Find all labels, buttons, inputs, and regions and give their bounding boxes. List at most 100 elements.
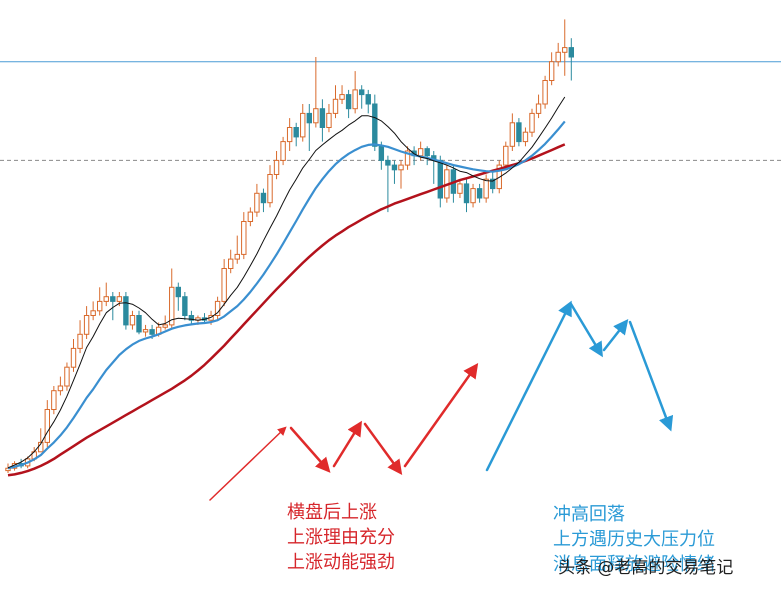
candle <box>431 151 437 184</box>
annotation-blue-line-3: 消息面释放避险情绪 <box>553 554 715 575</box>
candle-body <box>385 159 391 166</box>
candle <box>90 301 96 321</box>
candle-body <box>280 141 286 161</box>
candle-body <box>293 127 299 138</box>
price-levels <box>0 61 781 161</box>
candle <box>110 292 116 321</box>
candle <box>319 99 326 142</box>
candle <box>404 146 411 170</box>
candle-body <box>129 315 136 326</box>
candle <box>64 362 70 391</box>
candle-body <box>77 333 83 349</box>
candle <box>457 179 463 198</box>
candle <box>83 306 90 339</box>
annotation-red-line-2: 上涨理由充分 <box>287 527 395 548</box>
candle-body <box>247 211 254 223</box>
candle <box>345 89 352 119</box>
red-arrow-up-3 <box>403 362 479 468</box>
candle-body <box>359 89 365 96</box>
candle <box>201 313 208 323</box>
candle <box>103 282 109 307</box>
candle-body <box>372 103 378 147</box>
candle <box>562 19 568 76</box>
red-arrow-down-1 <box>289 426 331 473</box>
candle <box>123 292 129 330</box>
candle-body <box>476 188 483 199</box>
candle-body <box>136 315 142 333</box>
annotation-blue-line-1: 冲高回落 <box>553 504 625 525</box>
candle-body <box>562 47 568 53</box>
candle-body <box>44 409 50 443</box>
candle-body <box>332 98 339 114</box>
candle-body <box>457 183 463 194</box>
candle-body <box>345 94 352 110</box>
candle-body <box>123 296 129 326</box>
candle-body <box>529 112 535 133</box>
candle <box>548 52 555 86</box>
candle-body <box>110 296 116 302</box>
candle <box>162 315 168 330</box>
candle-body <box>64 366 70 387</box>
candle <box>568 38 574 81</box>
candle <box>300 104 306 142</box>
candle-body <box>103 296 109 302</box>
candle-body <box>391 164 398 171</box>
candle <box>326 104 332 133</box>
candle-body <box>326 112 332 129</box>
candle <box>509 113 516 151</box>
moving-averages <box>7 96 566 477</box>
candle <box>241 212 247 260</box>
candle-body <box>470 188 476 204</box>
candle <box>57 376 64 396</box>
candle-body <box>404 150 411 166</box>
candle-body <box>169 286 175 326</box>
candle-body <box>555 51 561 63</box>
candle <box>529 108 535 137</box>
candle <box>280 136 286 166</box>
candle <box>385 155 391 213</box>
candle-body <box>97 300 103 312</box>
candle <box>365 89 371 114</box>
candle <box>391 160 398 184</box>
candle <box>372 94 378 151</box>
candle-body <box>286 127 293 143</box>
candles <box>5 19 574 473</box>
candle-body <box>300 112 306 138</box>
candle <box>555 42 561 67</box>
ma-mid-line <box>7 120 566 470</box>
candle <box>214 296 221 321</box>
candle-body <box>57 385 64 392</box>
candle <box>44 400 50 448</box>
candle-body <box>273 159 280 175</box>
candle-body <box>417 148 424 157</box>
candle <box>38 428 44 453</box>
ma-short-line <box>7 96 566 469</box>
candle <box>313 57 319 128</box>
candle <box>522 127 529 147</box>
candle <box>51 386 57 415</box>
candle-body <box>535 103 542 114</box>
candle <box>293 122 299 147</box>
candle <box>129 310 136 330</box>
candle-body <box>568 47 574 58</box>
candle <box>483 174 489 203</box>
candle-body <box>260 192 267 204</box>
candle-body <box>234 253 240 260</box>
candle-body <box>90 310 96 316</box>
annotation-red: 横盘后上涨 上涨理由充分 上涨动能强劲 <box>287 500 395 575</box>
candle-body <box>142 329 149 333</box>
candle <box>359 85 365 109</box>
blue-arrow-down-2 <box>628 320 674 432</box>
candle <box>398 160 404 189</box>
candle-body <box>313 108 319 124</box>
candle-body <box>70 347 77 368</box>
candle-body <box>51 390 57 411</box>
candle-body <box>175 286 182 298</box>
candle-body <box>319 108 326 128</box>
candle <box>286 118 293 151</box>
candle <box>234 235 240 264</box>
red-arrow-down-2 <box>363 422 403 476</box>
annotation-blue-line-2: 上方遇历史大压力位 <box>553 529 715 550</box>
candle-body <box>398 164 404 171</box>
